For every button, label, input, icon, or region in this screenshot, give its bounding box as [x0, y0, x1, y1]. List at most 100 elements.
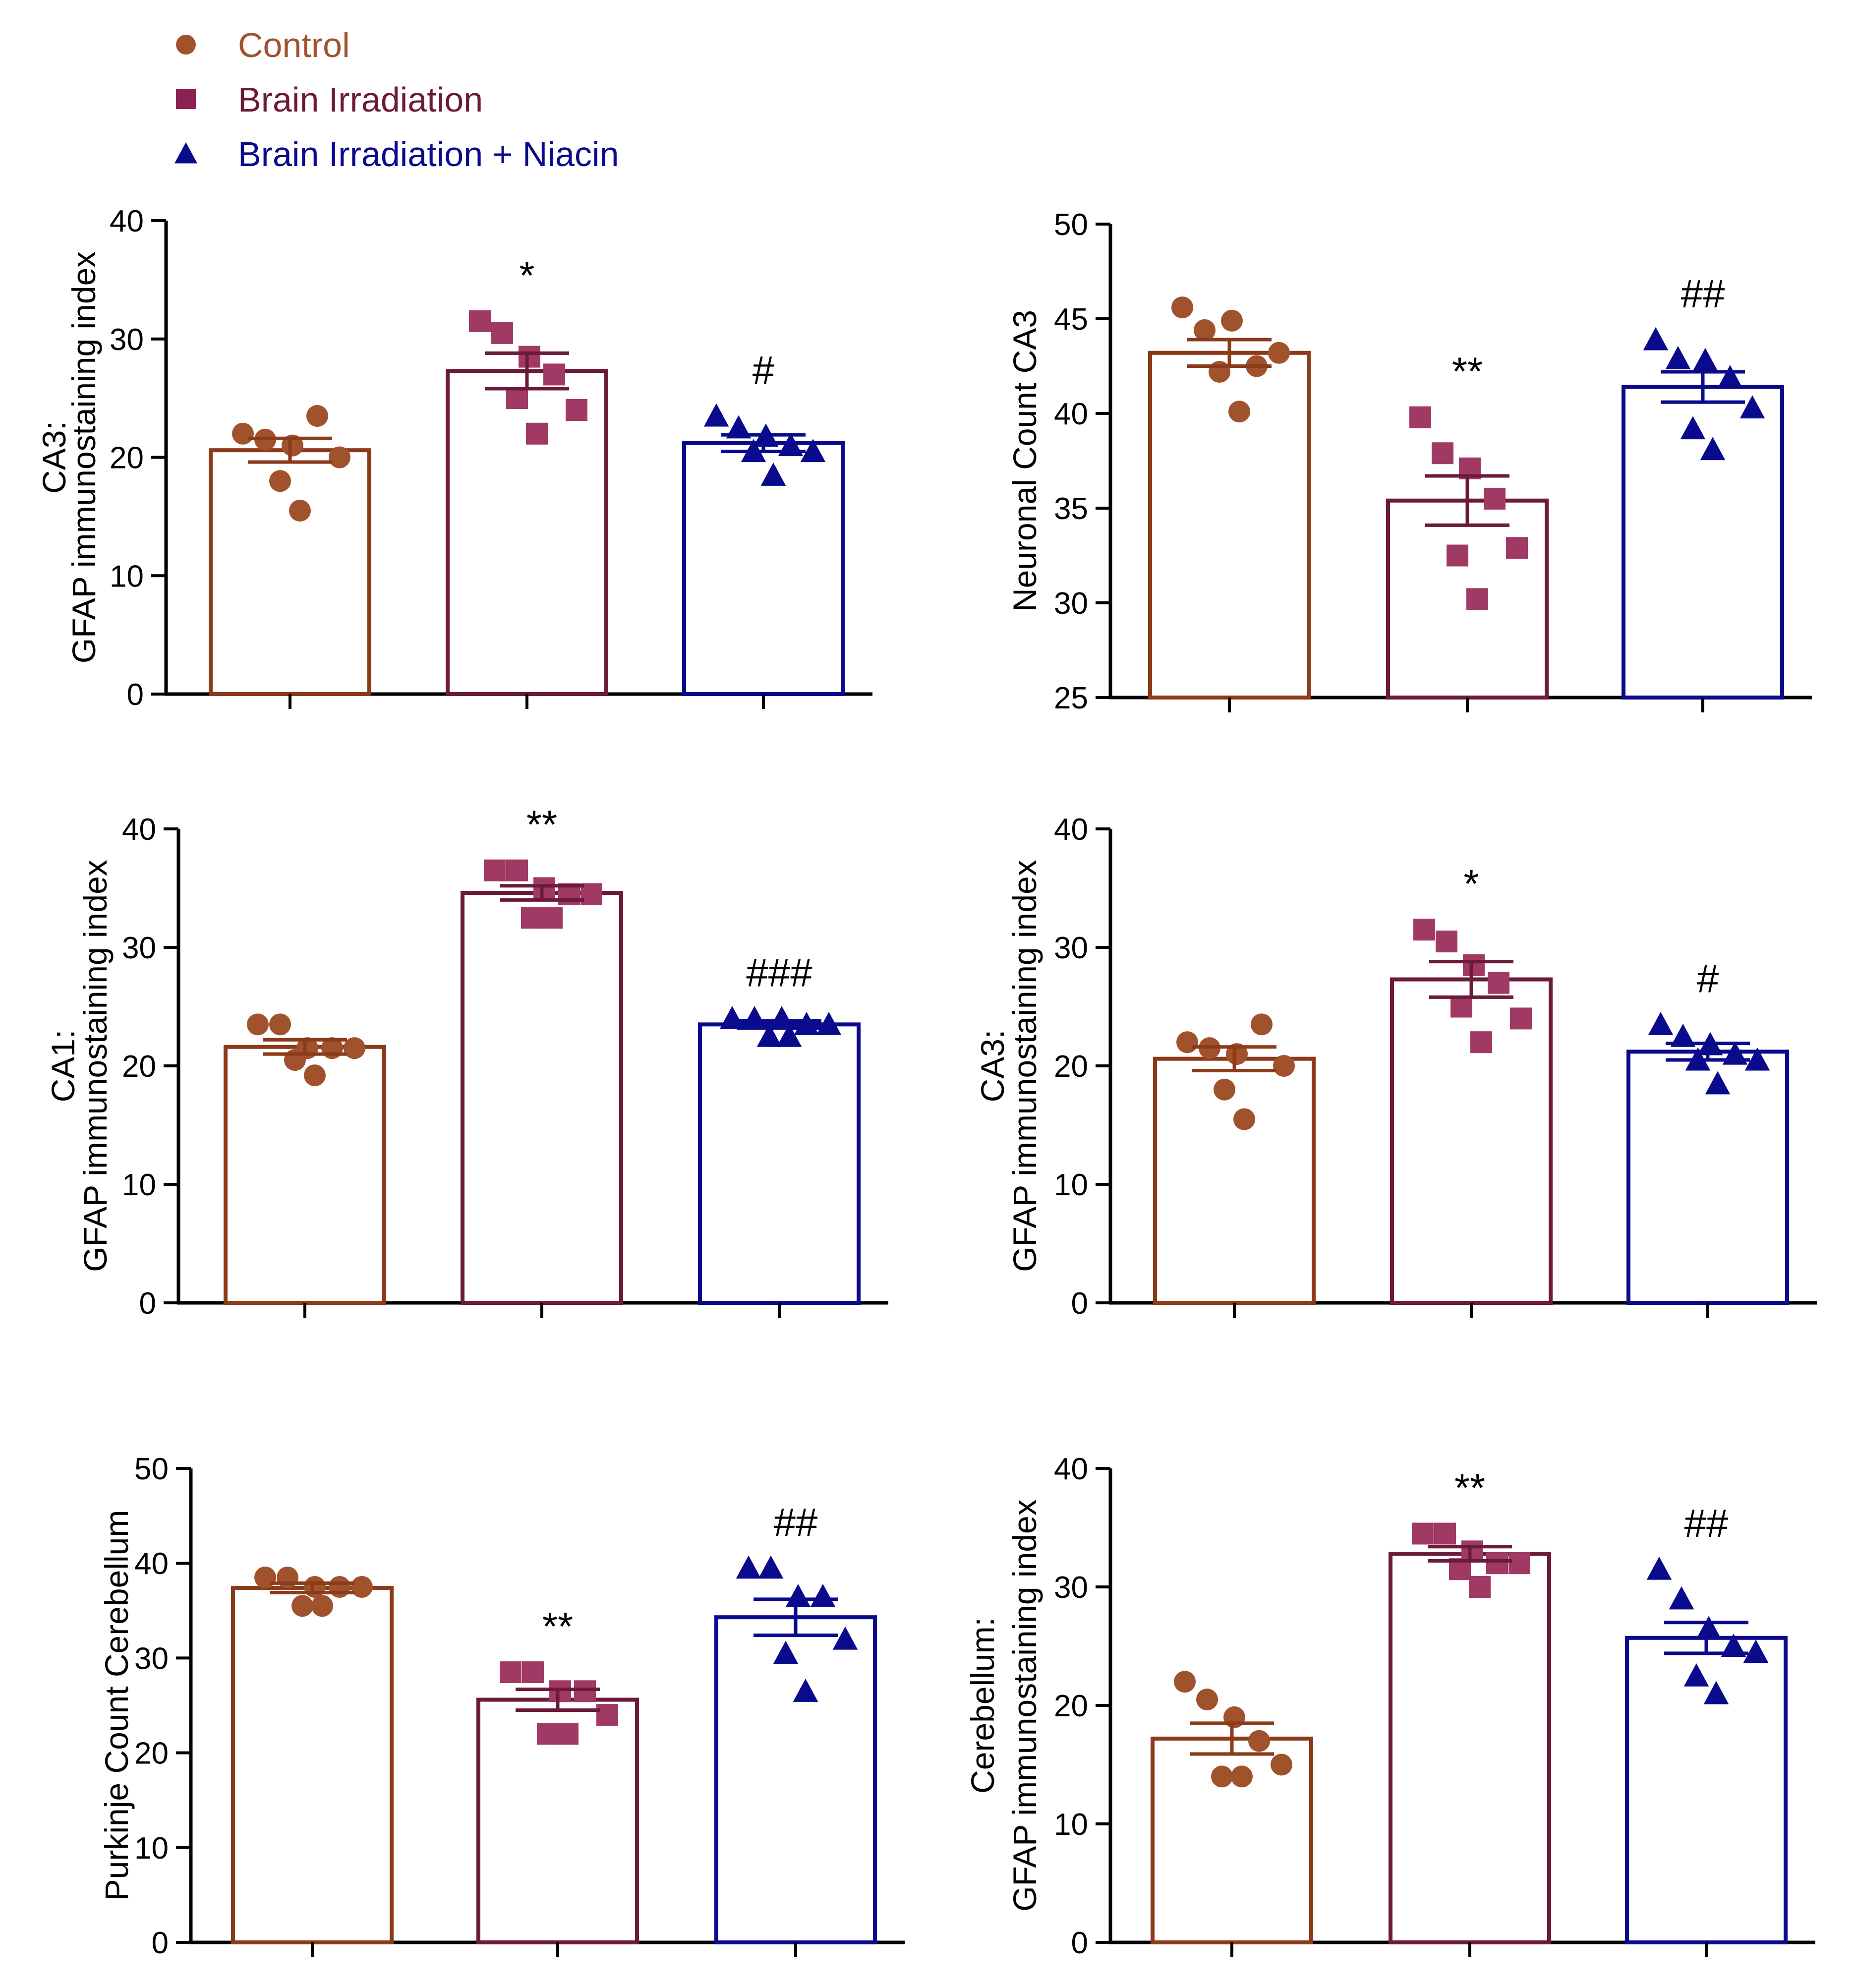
y-tick-label: 20: [110, 441, 144, 475]
data-point: [1271, 1754, 1292, 1776]
bar: [698, 1022, 861, 1305]
y-tick-label: 10: [1054, 1168, 1088, 1202]
data-point: [1469, 1576, 1491, 1598]
bar: [1389, 1552, 1551, 1945]
data-point: [776, 1023, 802, 1047]
data-point: [329, 1576, 350, 1598]
data-point: [1412, 1522, 1434, 1545]
y-tick-label: 10: [1054, 1808, 1088, 1842]
y-axis-label: Purkinje Count Cerebellum: [98, 1510, 135, 1901]
data-point: [742, 1006, 767, 1029]
data-point: [596, 1704, 618, 1726]
y-tick-label: 0: [139, 1286, 156, 1321]
data-point: [832, 1626, 858, 1650]
bar: [231, 1585, 394, 1945]
significance-label: **: [1452, 350, 1483, 394]
circle-icon: [176, 35, 196, 55]
data-point: [247, 1013, 269, 1036]
data-point: [1692, 348, 1718, 371]
y-tick-label: 10: [134, 1831, 169, 1866]
bar: [224, 1045, 386, 1305]
y-axis-label: CA3:: [974, 1030, 1011, 1103]
data-point: [1434, 1522, 1456, 1545]
y-tick-label: 0: [127, 678, 144, 712]
y-tick-label: 0: [1071, 1926, 1088, 1960]
significance-label: *: [1463, 862, 1479, 906]
data-point: [1463, 954, 1485, 976]
y-axis-label: CA3:: [36, 421, 72, 494]
data-point: [306, 405, 328, 427]
data-point: [703, 403, 729, 427]
data-point: [1703, 1681, 1729, 1704]
significance-label: **: [526, 803, 557, 847]
triangle-icon: [174, 142, 197, 164]
data-point: [1648, 1012, 1674, 1035]
data-point: [484, 859, 506, 881]
data-point: [277, 1566, 298, 1588]
data-point: [1488, 972, 1509, 994]
data-point: [1214, 1078, 1235, 1101]
data-point: [769, 1006, 795, 1029]
y-tick-label: 35: [1054, 492, 1088, 526]
data-point: [800, 439, 826, 463]
data-point: [566, 399, 587, 421]
legend-item: Brain Irradiation + Niacin: [174, 135, 619, 174]
significance-label: ##: [1681, 272, 1725, 316]
y-tick-label: 30: [1054, 1571, 1088, 1605]
data-point: [1717, 365, 1743, 388]
data-point: [506, 859, 528, 881]
data-point: [500, 1661, 522, 1684]
data-point: [574, 1680, 596, 1702]
data-point: [810, 1583, 836, 1607]
significance-label: #: [753, 348, 775, 392]
data-point: [1209, 360, 1230, 383]
data-point: [1233, 1108, 1255, 1130]
data-point: [1196, 1689, 1218, 1711]
y-tick-label: 0: [152, 1926, 169, 1960]
y-tick-label: 40: [1054, 397, 1088, 431]
data-point: [526, 422, 548, 445]
y-axis-label: CA1:: [45, 1030, 81, 1103]
data-point: [1228, 401, 1250, 423]
y-tick-label: 10: [122, 1168, 156, 1202]
data-point: [1409, 406, 1431, 428]
data-point: [232, 422, 254, 445]
data-point: [1721, 1634, 1746, 1657]
square-icon: [176, 89, 196, 109]
data-point: [1176, 1031, 1198, 1053]
data-point: [1646, 1556, 1672, 1580]
significance-label: ###: [746, 950, 812, 994]
data-point: [269, 1013, 291, 1036]
data-point: [1643, 327, 1669, 351]
y-tick-label: 25: [1054, 681, 1088, 715]
data-point: [1705, 1071, 1731, 1095]
y-axis-label: GFAP immunostaining index: [65, 251, 102, 664]
data-point: [1470, 1031, 1492, 1053]
data-point: [1273, 1055, 1295, 1077]
data-point: [289, 499, 311, 522]
legend-label: Brain Irradiation: [238, 80, 483, 119]
significance-label: **: [1454, 1465, 1485, 1510]
data-point: [269, 470, 291, 492]
data-point: [329, 446, 350, 468]
y-tick-label: 20: [1054, 1050, 1088, 1084]
data-point: [785, 1583, 811, 1607]
chart-panel: 0 10 20 30 40 CA1:GFAP immunostaining index **…: [45, 803, 888, 1321]
y-tick-label: 40: [1054, 813, 1088, 847]
data-point: [1221, 309, 1243, 332]
y-axis-label: GFAP immunostaining index: [77, 860, 114, 1272]
data-point: [506, 387, 528, 409]
data-point: [1744, 1047, 1770, 1071]
data-point: [522, 1661, 544, 1684]
bar: [209, 448, 371, 696]
y-tick-label: 20: [122, 1050, 156, 1084]
bar: [1622, 385, 1784, 700]
data-point: [549, 1680, 571, 1702]
data-point: [760, 463, 786, 486]
data-point: [1700, 437, 1726, 461]
chart-panel: 0 10 20 30 40 50 Purkinje Count Cerebellum ** ##: [98, 1452, 905, 1960]
y-tick-label: 30: [1054, 586, 1088, 621]
data-point: [469, 310, 491, 332]
data-point: [816, 1012, 842, 1035]
